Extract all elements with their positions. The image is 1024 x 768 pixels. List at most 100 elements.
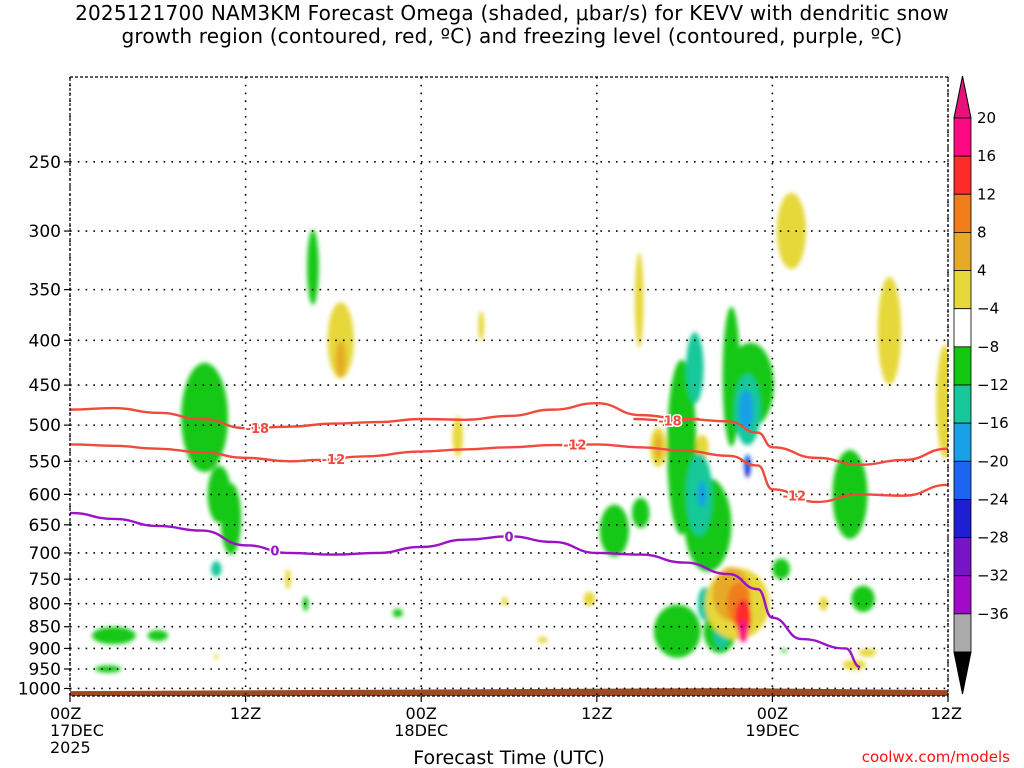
colorbar-label-7: −12 [977,376,1009,394]
omega-blob-50 [858,648,877,657]
x-tick-label-0-2: 2025 [50,738,91,757]
omega-blob-13 [214,654,219,660]
colorbar-label-6: −8 [977,338,999,356]
colorbar-swatch-4 [953,270,972,310]
omega-blob-15 [452,416,463,457]
contour-0 [70,402,948,466]
y-tick-label-600: 600 [29,485,61,505]
omega-blob-16 [501,596,508,607]
ground-area [70,688,948,696]
omega-blob-48 [851,585,875,613]
x-tick-label-60-0: 12Z [931,704,962,723]
omega-blob-8 [392,608,403,618]
colorbar-label-13: −36 [977,605,1009,623]
x-tick-label-24-0: 00Z [406,704,437,723]
contour-label-2-1: -12 [563,439,587,454]
colorbar: 20 16 12 8 4 −4 −8 −12 −16 −20 −24 −28 −32 −36 [953,75,1009,695]
y-tick-label-250: 250 [29,153,61,173]
colorbar-swatch-1 [953,155,972,195]
omega-blob-51 [819,596,829,611]
colorbar-swatch-8 [953,422,972,462]
contour-label-2-2: -12 [783,490,807,505]
colorbar-label-10: −24 [977,490,1009,508]
omega-blob-23 [599,504,629,557]
colorbar-label-11: −28 [977,529,1009,547]
omega-blob-3 [211,561,222,577]
omega-blob-53 [936,344,948,459]
omega-blob-46 [776,192,807,270]
colorbar-swatch-12 [953,575,972,615]
omega-blob-0 [181,362,229,473]
contour-label-2-0: -12 [322,453,346,468]
colorbar-label-3: 8 [977,223,987,241]
colorbar-bottom-arrow [953,651,972,695]
omega-blob-52 [877,276,902,385]
x-tick-label-24-1: 18DEC [394,721,448,740]
omega-blob-36 [738,389,754,430]
omega-blob-10 [327,302,354,379]
colorbar-label-1: 16 [977,147,996,165]
terrain-ground [70,688,948,696]
x-tick-label-36-0: 12Z [581,704,612,723]
chart-title-line-1: 2025121700 NAM3KM Forecast Omega (shaded… [75,1,949,25]
colorbar-label-0: 20 [977,109,996,127]
omega-blob-39 [745,465,750,478]
omega-blob-14 [478,311,485,341]
y-tick-label-550: 550 [29,452,61,472]
omega-blob-2 [220,483,242,555]
omega-blob-45 [772,558,790,580]
omega-blob-7 [94,665,122,673]
y-tick-label-450: 450 [29,376,61,396]
colorbar-label-9: −20 [977,452,1009,470]
omega-blob-26 [653,604,701,658]
omega-blob-6 [147,630,169,642]
colorbar-swatch-5 [953,308,972,348]
y-tick-label-400: 400 [29,331,61,351]
contour-2 [70,443,948,504]
plot-frame [69,76,949,697]
y-tick-label-300: 300 [29,222,61,242]
omega-blob-54 [781,648,788,653]
colorbar-swatch-2 [953,193,972,233]
colorbar-label-5: −4 [977,300,999,318]
x-tick-label-48-0: 00Z [757,704,788,723]
y-tick-label-500: 500 [29,416,61,436]
y-tick-label-750: 750 [29,570,61,590]
x-tick-label-0-1: 17DEC [50,721,104,740]
y-tick-label-800: 800 [29,595,61,615]
contour-label-0-0: -18 [246,422,270,437]
x-tick-label-48-1: 19DEC [745,721,799,740]
colorbar-swatch-10 [953,499,972,538]
y-tick-label-950: 950 [29,660,61,680]
omega-blob-5 [91,626,136,645]
y-tick-label-700: 700 [29,544,61,564]
colorbar-top-arrow [953,75,972,119]
credit-link[interactable]: coolwx.com/models [861,748,1010,766]
omega-blob-18 [583,591,596,607]
omega-blob-11 [335,340,346,377]
omega-shading [91,192,948,673]
y-tick-label-900: 900 [29,639,61,659]
contour-3 [70,511,861,669]
chart-title-line-2: growth region (contoured, red, ºC) and f… [121,24,903,48]
colorbar-label-12: −32 [977,567,1009,585]
temperature-contours: -18 -18 -12 -12 -12 0 0 [70,402,948,669]
contour-label-3-0: 0 [270,544,279,559]
colorbar-swatch-6 [953,346,972,386]
omega-blob-44 [738,620,749,643]
colorbar-swatch-7 [953,384,972,424]
colorbar-swatch-13 [953,613,972,653]
y-tick-label-650: 650 [29,516,61,536]
colorbar-label-2: 12 [977,185,996,203]
x-tick-label-12-0: 12Z [230,704,261,723]
omega-blob-12 [285,569,291,590]
chart-title: 2025121700 NAM3KM Forecast Omega (shaded… [0,2,1024,48]
colorbar-swatch-11 [953,537,972,577]
contour-label-1-0: -18 [658,415,682,430]
colorbar-swatch-9 [953,460,972,500]
x-axis-title: Forecast Time (UTC) [413,747,604,768]
omega-blob-19 [634,252,644,349]
plot-grid [69,77,949,696]
colorbar-swatch-0 [953,117,972,157]
